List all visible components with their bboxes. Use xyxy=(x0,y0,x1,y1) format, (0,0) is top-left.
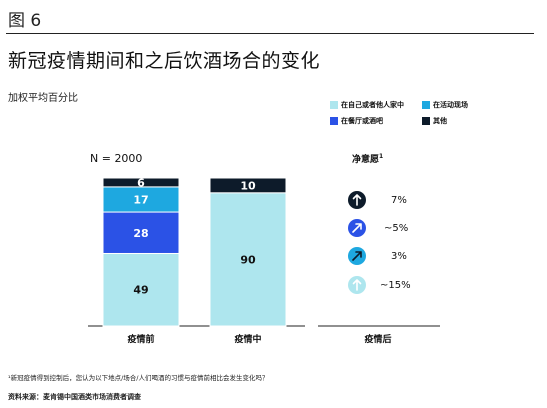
bar-label-during-home: 90 xyxy=(240,253,256,266)
x-label-before: 疫情前 xyxy=(127,335,155,345)
legend-label-other: 其他 xyxy=(433,117,447,125)
bar-label-before-event: 17 xyxy=(133,193,148,206)
sample-size-label: N = 2000 xyxy=(90,152,143,165)
legend-label-restaurant: 在餐厅或酒吧 xyxy=(341,117,383,125)
bar-label-before-home: 49 xyxy=(133,284,148,297)
net-value-restaurant: ~5% xyxy=(384,223,409,234)
bar-before-other xyxy=(102,177,180,188)
x-label-after: 疫情后 xyxy=(364,335,392,345)
bar-before-restaurant xyxy=(102,211,180,254)
source-note: 资料来源：麦肯锡中国酒类市场消费者调查 xyxy=(8,393,141,401)
bar-label-before-restaurant: 28 xyxy=(133,227,148,240)
net-value-home-other: 7% xyxy=(391,195,407,206)
legend-swatch-home xyxy=(330,101,338,109)
bar-label-during-other: 10 xyxy=(240,179,256,192)
legend-label-home: 在自己或者他人家中 xyxy=(341,101,404,109)
bar-label-before-other: 6 xyxy=(137,176,145,189)
footnote: ¹新冠疫情得到控制后，您认为以下地点/场合/人们喝酒的习惯与疫情前相比会发生变化… xyxy=(8,374,269,382)
arrow-up-icon xyxy=(352,279,362,291)
net-intention-footnote-marker: 1 xyxy=(379,153,384,160)
legend-swatch-event xyxy=(422,101,430,109)
net-value-home: ~15% xyxy=(380,280,411,291)
legend-swatch-restaurant xyxy=(330,117,338,125)
legend-swatch-other xyxy=(422,117,430,125)
bar-before-event xyxy=(102,186,180,213)
net-intention-header: 净意愿1 xyxy=(352,152,383,165)
top-divider xyxy=(6,33,534,34)
legend-label-event: 在活动现场 xyxy=(433,101,468,109)
chart-subtitle: 加权平均百分比 xyxy=(8,93,78,104)
arrow-up-icon xyxy=(352,194,362,206)
net-value-event: 3% xyxy=(391,251,407,262)
legend: 在自己或者他人家中 在活动现场 在餐厅或酒吧 其他 xyxy=(330,100,530,130)
bar-during-home xyxy=(209,192,287,327)
chart-title: 新冠疫情期间和之后饮酒场合的变化 xyxy=(8,50,321,72)
arrow-up-right-icon xyxy=(352,251,362,261)
net-intention-title: 净意愿 xyxy=(352,155,380,165)
arrow-up-right-icon xyxy=(352,223,362,233)
figure-label: 图 6 xyxy=(8,11,42,31)
x-label-during: 疫情中 xyxy=(234,335,262,345)
bar-before-home xyxy=(102,252,180,327)
bar-during-other xyxy=(209,177,287,194)
